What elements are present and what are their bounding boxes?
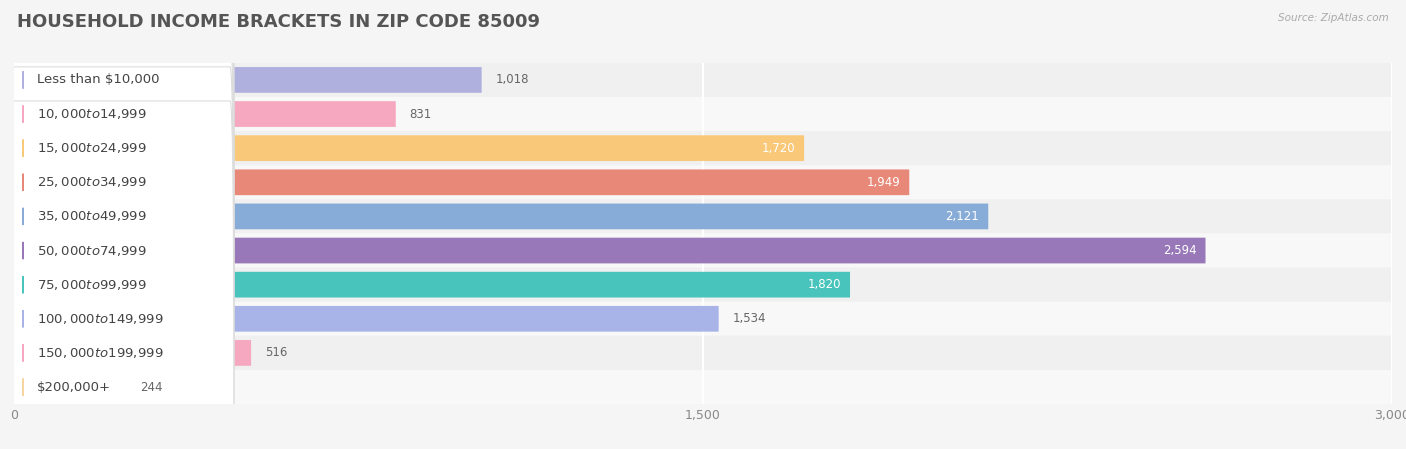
Text: $25,000 to $34,999: $25,000 to $34,999: [37, 175, 146, 189]
Text: $200,000+: $200,000+: [37, 381, 111, 393]
FancyBboxPatch shape: [1, 0, 233, 366]
FancyBboxPatch shape: [14, 238, 1205, 264]
FancyBboxPatch shape: [14, 336, 1392, 370]
FancyBboxPatch shape: [1, 0, 233, 449]
FancyBboxPatch shape: [14, 63, 1392, 97]
FancyBboxPatch shape: [1, 0, 233, 449]
Text: $100,000 to $149,999: $100,000 to $149,999: [37, 312, 163, 326]
FancyBboxPatch shape: [1, 0, 233, 449]
FancyBboxPatch shape: [14, 370, 1392, 404]
Text: 1,820: 1,820: [807, 278, 841, 291]
Text: 1,949: 1,949: [866, 176, 900, 189]
FancyBboxPatch shape: [1, 0, 233, 449]
Text: 1,534: 1,534: [733, 313, 766, 325]
Text: HOUSEHOLD INCOME BRACKETS IN ZIP CODE 85009: HOUSEHOLD INCOME BRACKETS IN ZIP CODE 85…: [17, 13, 540, 31]
FancyBboxPatch shape: [14, 302, 1392, 336]
FancyBboxPatch shape: [14, 340, 252, 366]
Text: $35,000 to $49,999: $35,000 to $49,999: [37, 209, 146, 224]
FancyBboxPatch shape: [1, 0, 233, 400]
Text: 2,594: 2,594: [1163, 244, 1197, 257]
FancyBboxPatch shape: [14, 67, 482, 93]
FancyBboxPatch shape: [14, 131, 1392, 165]
Text: $50,000 to $74,999: $50,000 to $74,999: [37, 243, 146, 258]
Text: Less than $10,000: Less than $10,000: [37, 74, 159, 86]
Text: $10,000 to $14,999: $10,000 to $14,999: [37, 107, 146, 121]
FancyBboxPatch shape: [14, 169, 910, 195]
FancyBboxPatch shape: [14, 135, 804, 161]
Text: $15,000 to $24,999: $15,000 to $24,999: [37, 141, 146, 155]
FancyBboxPatch shape: [14, 272, 851, 298]
FancyBboxPatch shape: [14, 165, 1392, 199]
FancyBboxPatch shape: [14, 199, 1392, 233]
Text: $75,000 to $99,999: $75,000 to $99,999: [37, 277, 146, 292]
FancyBboxPatch shape: [1, 67, 233, 449]
Text: 831: 831: [409, 108, 432, 120]
FancyBboxPatch shape: [14, 97, 1392, 131]
Text: 1,018: 1,018: [495, 74, 529, 86]
Text: 516: 516: [264, 347, 287, 359]
FancyBboxPatch shape: [14, 268, 1392, 302]
FancyBboxPatch shape: [14, 233, 1392, 268]
FancyBboxPatch shape: [14, 203, 988, 229]
Text: 1,720: 1,720: [761, 142, 794, 154]
FancyBboxPatch shape: [14, 374, 127, 400]
Text: 2,121: 2,121: [945, 210, 979, 223]
Text: 244: 244: [141, 381, 163, 393]
FancyBboxPatch shape: [1, 33, 233, 449]
FancyBboxPatch shape: [1, 101, 233, 449]
FancyBboxPatch shape: [1, 0, 233, 434]
FancyBboxPatch shape: [14, 306, 718, 332]
FancyBboxPatch shape: [14, 101, 395, 127]
Text: Source: ZipAtlas.com: Source: ZipAtlas.com: [1278, 13, 1389, 23]
Text: $150,000 to $199,999: $150,000 to $199,999: [37, 346, 163, 360]
